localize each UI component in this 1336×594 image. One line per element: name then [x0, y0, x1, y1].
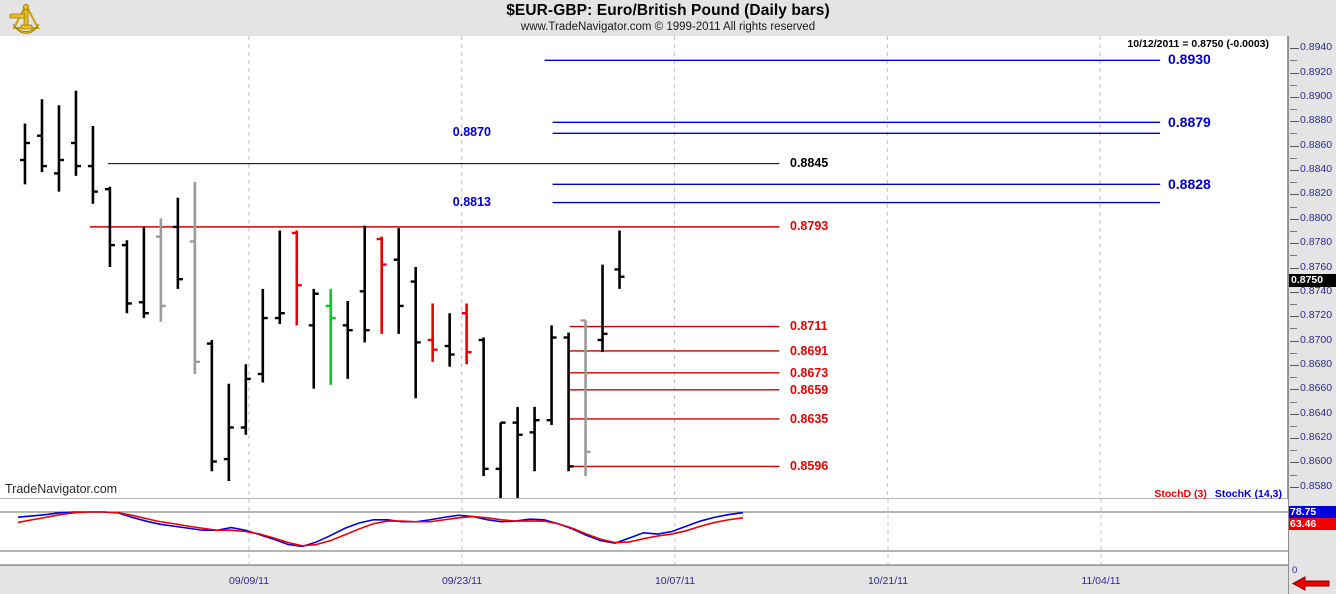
price-tick-label: 0.8780	[1300, 236, 1333, 249]
watermark-label: TradeNavigator.com	[5, 482, 118, 496]
level-0-8845-label: 0.8845	[790, 155, 829, 170]
price-tick-label: 0.8580	[1300, 479, 1333, 492]
price-tick-label: 0.8920	[1300, 65, 1333, 78]
price-tick-mark	[1290, 267, 1299, 269]
price-tick-mark	[1290, 48, 1299, 50]
stochk-legend-label: StochK (14,3)	[1214, 488, 1282, 500]
level-0-8879-label: 0.8879	[1168, 113, 1211, 130]
price-tick-mark-minor	[1290, 109, 1297, 111]
current-price-marker: 0.8750	[1289, 273, 1336, 287]
level-0-8673-label: 0.8673	[790, 365, 829, 380]
date-axis[interactable]: 09/09/11 09/23/11 10/07/11 10/21/11 11/04/11	[0, 565, 1288, 594]
price-tick-mark	[1290, 291, 1299, 293]
price-tick-mark	[1290, 170, 1299, 172]
price-tick-label: 0.8880	[1300, 114, 1333, 127]
price-tick-mark	[1290, 72, 1299, 74]
level-0-8793-label: 0.8793	[790, 219, 829, 234]
price-tick-mark-minor	[1290, 60, 1297, 62]
price-tick-label: 0.8940	[1300, 41, 1333, 54]
price-tick-label: 0.8760	[1300, 260, 1333, 273]
price-tick-label: 0.8640	[1300, 406, 1333, 419]
price-tick-label: 0.8660	[1300, 382, 1333, 395]
level-0-8635-label: 0.8635	[790, 411, 829, 426]
price-tick-mark-minor	[1290, 133, 1297, 135]
price-tick-label: 0.8820	[1300, 187, 1333, 200]
price-tick-mark-minor	[1290, 84, 1297, 86]
date-tick-label: 10/07/11	[654, 575, 696, 587]
stochastic-pane[interactable]: StochD (3) StochK (14,3)	[0, 488, 1288, 565]
price-tick-mark	[1290, 486, 1299, 488]
price-tick-mark	[1290, 145, 1299, 147]
price-tick-label: 0.8900	[1300, 89, 1333, 102]
level-0-8813-label: 0.8813	[452, 194, 491, 209]
price-tick-mark-minor	[1290, 206, 1297, 208]
price-chart-pane[interactable]: 10/12/2011 = 0.8750 (-0.0003) TradeNavig…	[0, 36, 1288, 499]
price-tick-mark	[1290, 194, 1299, 196]
price-tick-label: 0.8740	[1300, 284, 1333, 297]
arrow-left-icon[interactable]	[1291, 575, 1333, 594]
date-tick-label: 09/09/11	[228, 575, 270, 587]
stochd-legend-label: StochD (3)	[1154, 488, 1207, 500]
price-tick-label: 0.8860	[1300, 138, 1333, 151]
date-tick-label: 10/21/11	[867, 575, 909, 587]
sextant-logo-icon	[6, 2, 46, 34]
level-0-8711-label: 0.8711	[790, 319, 828, 334]
price-tick-mark-minor	[1290, 304, 1297, 306]
price-tick-mark-minor	[1290, 182, 1297, 184]
date-tick-label: 11/04/11	[1081, 575, 1121, 587]
price-axis[interactable]: 0.8940 0.8920 0.8900 0.8880 0.8860 0.8840 0.88…	[1288, 36, 1336, 500]
price-tick-mark	[1290, 413, 1299, 415]
level-0-8691-label: 0.8691	[790, 343, 829, 358]
stochastic-canvas	[0, 499, 1288, 564]
price-tick-mark	[1290, 316, 1299, 318]
price-tick-label: 0.8840	[1300, 163, 1333, 176]
quote-readout: 10/12/2011 = 0.8750 (-0.0003)	[1127, 38, 1269, 50]
date-tick-label: 09/23/11	[441, 575, 483, 587]
level-0-8596-label: 0.8596	[790, 459, 829, 474]
price-tick-mark	[1290, 96, 1299, 98]
price-tick-label: 0.8800	[1300, 211, 1333, 224]
stochd-value-badge: 63.46	[1289, 518, 1336, 530]
price-tick-mark	[1290, 462, 1299, 464]
price-tick-mark-minor	[1290, 352, 1297, 354]
axis-corner: 0	[1288, 565, 1336, 594]
price-tick-mark-minor	[1290, 450, 1297, 452]
price-tick-mark-minor	[1290, 425, 1297, 427]
price-tick-label: 0.8680	[1300, 357, 1333, 370]
stochk-value-badge: 78.75	[1289, 506, 1336, 518]
stochastic-axis: 78.75 63.46	[1288, 499, 1336, 565]
price-tick-mark	[1290, 218, 1299, 220]
price-tick-mark-minor	[1290, 230, 1297, 232]
price-tick-mark-minor	[1290, 157, 1297, 159]
copyright-line: www.TradeNavigator.com © 1999-2011 All r…	[520, 21, 816, 33]
level-0-8870-label: 0.8870	[452, 125, 491, 140]
price-tick-mark	[1290, 340, 1299, 342]
price-tick-mark	[1290, 389, 1299, 391]
chart-header: $EUR-GBP: Euro/British Pound (Daily bars…	[0, 0, 1336, 36]
level-0-8659-label: 0.8659	[790, 382, 829, 397]
page-title: $EUR-GBP: Euro/British Pound (Daily bars…	[506, 2, 830, 19]
price-tick-mark	[1290, 121, 1299, 123]
price-chart-canvas	[19, 36, 1161, 498]
price-tick-mark-minor	[1290, 474, 1297, 476]
level-0-8828-label: 0.8828	[1168, 175, 1211, 192]
level-0-8930-label: 0.8930	[1168, 51, 1211, 68]
price-tick-mark	[1290, 438, 1299, 440]
scroll-position-label: 0	[1292, 565, 1298, 576]
price-tick-mark-minor	[1290, 377, 1297, 379]
price-tick-label: 0.8700	[1300, 333, 1333, 346]
price-tick-label: 0.8620	[1300, 431, 1333, 444]
price-tick-mark-minor	[1290, 328, 1297, 330]
price-tick-mark-minor	[1290, 255, 1297, 257]
price-tick-mark	[1290, 243, 1299, 245]
price-tick-label: 0.8600	[1300, 455, 1333, 468]
price-tick-mark	[1290, 364, 1299, 366]
price-tick-mark-minor	[1290, 401, 1297, 403]
stochastic-legend: StochD (3) StochK (14,3)	[1154, 488, 1282, 500]
price-tick-label: 0.8720	[1300, 309, 1333, 322]
